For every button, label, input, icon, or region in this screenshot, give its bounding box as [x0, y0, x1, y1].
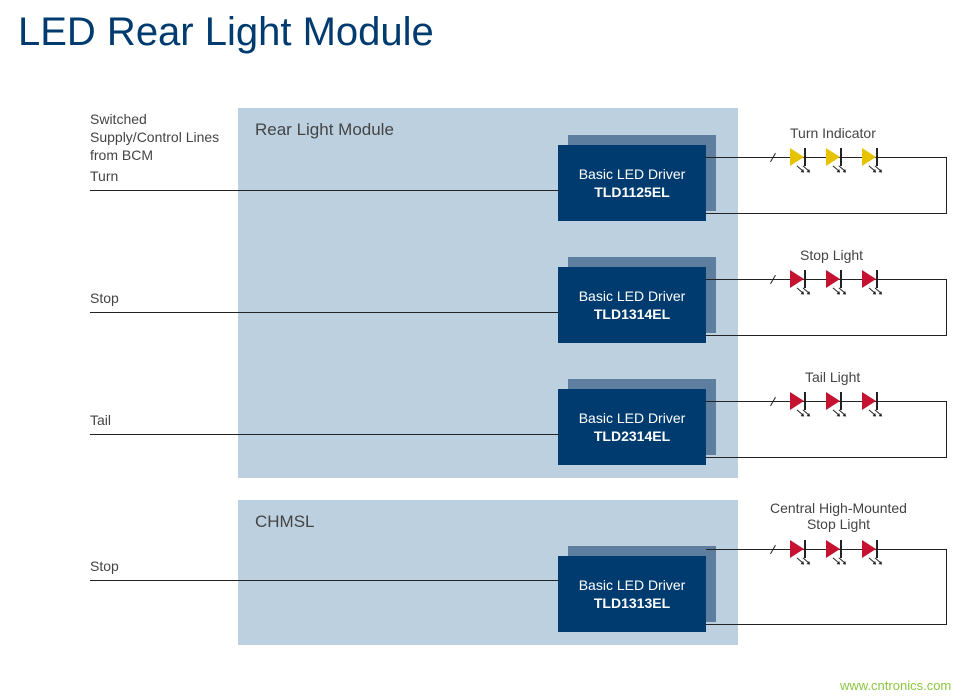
watermark: www.cntronics.com	[840, 678, 951, 693]
module-label: Rear Light Module	[255, 120, 394, 140]
led-icon	[790, 270, 810, 294]
led-icon	[862, 148, 882, 172]
led-icon	[826, 392, 846, 416]
driver-part: TLD1314EL	[558, 305, 706, 323]
output-label: Central High-Mounted Stop Light	[770, 500, 907, 532]
input-label: Stop	[90, 558, 119, 574]
driver-box: Basic LED DriverTLD1314EL	[558, 267, 706, 343]
input-label: Stop	[90, 290, 119, 306]
supply-label: Switched Supply/Control Lines from BCM	[90, 110, 219, 165]
page-title: LED Rear Light Module	[18, 10, 434, 55]
output-line-right	[946, 279, 947, 335]
output-line-right	[946, 401, 947, 457]
led-icon	[862, 540, 882, 564]
output-label: Stop Light	[800, 247, 863, 263]
supply-label-line2: Supply/Control Lines	[90, 128, 219, 146]
led-group	[790, 540, 882, 564]
led-icon	[826, 540, 846, 564]
output-label: Tail Light	[805, 369, 860, 385]
driver-part: TLD1125EL	[558, 183, 706, 201]
led-group	[790, 148, 882, 172]
driver-title: Basic LED Driver	[558, 409, 706, 427]
input-label: Tail	[90, 412, 111, 428]
output-line-bottom	[706, 213, 947, 214]
driver-title: Basic LED Driver	[558, 576, 706, 594]
output-line-bottom	[706, 335, 947, 336]
driver-box: Basic LED DriverTLD1125EL	[558, 145, 706, 221]
signal-line	[90, 434, 558, 435]
signal-line	[90, 312, 558, 313]
output-line-bottom	[706, 624, 947, 625]
led-icon	[790, 148, 810, 172]
led-icon	[790, 540, 810, 564]
led-icon	[790, 392, 810, 416]
supply-label-line3: from BCM	[90, 146, 219, 164]
driver-part: TLD1313EL	[558, 594, 706, 612]
input-label: Turn	[90, 168, 118, 184]
led-icon	[862, 392, 882, 416]
output-label: Turn Indicator	[790, 125, 876, 141]
led-icon	[826, 270, 846, 294]
driver-part: TLD2314EL	[558, 427, 706, 445]
driver-box: Basic LED DriverTLD1313EL	[558, 556, 706, 632]
led-group	[790, 392, 882, 416]
output-line-right	[946, 549, 947, 624]
output-line-bottom	[706, 457, 947, 458]
led-icon	[862, 270, 882, 294]
led-group	[790, 270, 882, 294]
driver-title: Basic LED Driver	[558, 287, 706, 305]
signal-line	[90, 580, 558, 581]
signal-line	[90, 190, 558, 191]
led-icon	[826, 148, 846, 172]
module-label: CHMSL	[255, 512, 315, 532]
supply-label-line1: Switched	[90, 110, 219, 128]
output-line-right	[946, 157, 947, 213]
driver-box: Basic LED DriverTLD2314EL	[558, 389, 706, 465]
driver-title: Basic LED Driver	[558, 165, 706, 183]
